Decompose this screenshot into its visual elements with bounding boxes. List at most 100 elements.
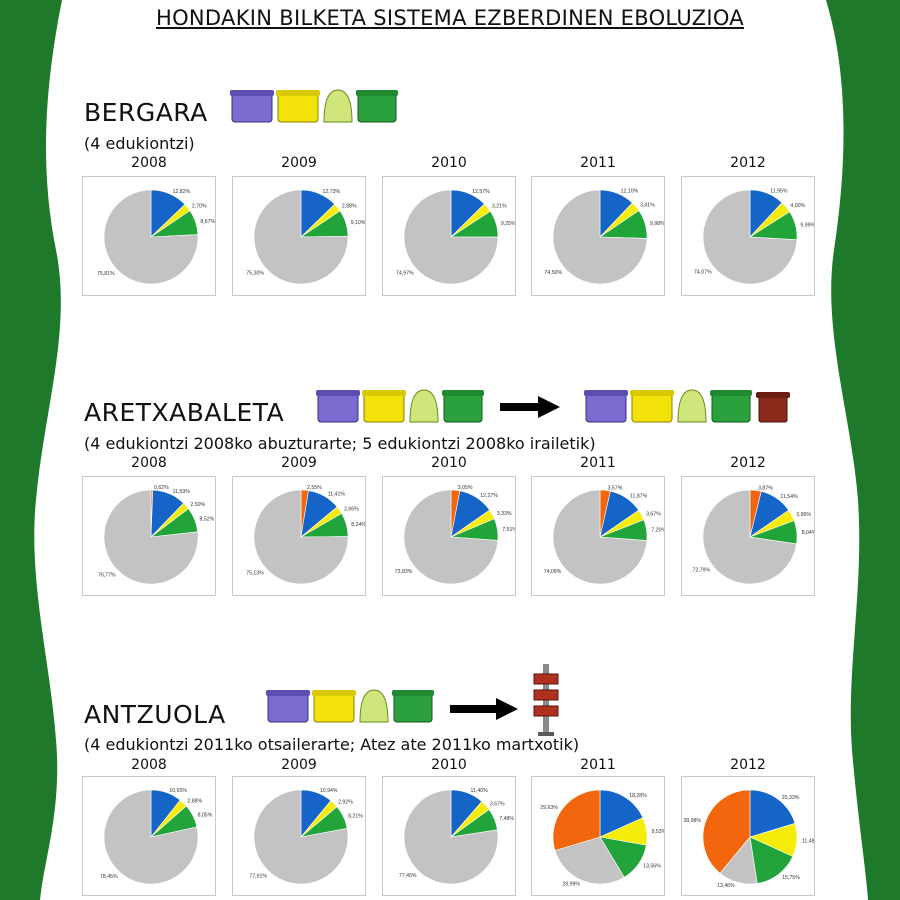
yellow-container-icon	[276, 90, 320, 123]
data-label: 2,55%	[307, 485, 322, 491]
pie-chart-antzuola-2010: 11,40% 3,67% 7,48% 77,45%	[382, 776, 516, 896]
year-label: 2012	[730, 757, 766, 773]
pie-chart-aretxabaleta-2010: 3,05% 12,27% 3,33% 7,51% 73,83%	[382, 476, 516, 596]
data-label: 8,52%	[200, 517, 215, 523]
glass-igloo-icon	[409, 389, 439, 423]
pie-slice-gray	[702, 489, 797, 585]
data-label: 20,33%	[782, 795, 800, 801]
pie-chart-aretxabaleta-2008: 0,62% 11,59% 2,50% 8,52% 76,77%	[82, 476, 216, 596]
data-label: 12,73%	[323, 189, 341, 195]
data-label: 73,83%	[395, 569, 413, 575]
purple-container-icon	[266, 690, 310, 723]
year-label: 2008	[131, 757, 167, 773]
data-label: 3,05%	[458, 485, 473, 491]
green-container-icon	[442, 390, 484, 423]
door-to-door-post-icon	[533, 664, 559, 736]
year-label: 2009	[281, 455, 317, 471]
glass-igloo-icon	[323, 89, 353, 123]
arrow-icon	[450, 698, 518, 720]
data-label: 74,07%	[694, 269, 712, 275]
pie-chart-antzuola-2009: 10,94% 2,92% 8,21% 77,91%	[232, 776, 366, 896]
data-label: 11,54%	[780, 494, 798, 500]
year-label: 2010	[431, 455, 467, 471]
data-label: 3,41%	[640, 203, 655, 209]
data-label: 3,67%	[490, 801, 505, 807]
data-label: 75,13%	[246, 571, 264, 577]
data-label: 9,98%	[650, 221, 664, 227]
brown-bin-icon	[756, 392, 790, 423]
pie-chart-bergara-2011: 12,10% 3,41% 9,98% 74,50%	[531, 176, 665, 296]
data-label: 76,77%	[98, 572, 116, 578]
pie-chart-aretxabaleta-2011: 3,57% 11,87% 3,67% 7,20% 74,09%	[531, 476, 665, 596]
year-label: 2009	[281, 757, 317, 773]
year-label: 2012	[730, 455, 766, 471]
data-label: 2,70%	[192, 204, 207, 210]
data-label: 9,53%	[652, 829, 664, 835]
data-label: 11,95%	[770, 189, 788, 195]
pie-svg: 3,05% 12,27% 3,33% 7,51% 73,83%	[395, 485, 515, 585]
year-label: 2010	[431, 155, 467, 171]
pie-slice-gray	[403, 789, 499, 885]
pie-slice-green	[749, 836, 794, 884]
data-label: 72,79%	[692, 568, 710, 574]
green-container-icon	[356, 90, 398, 123]
green-container-icon	[710, 390, 752, 423]
data-label: 29,63%	[540, 805, 558, 811]
data-label: 7,48%	[499, 816, 514, 822]
pie-slice-gray	[253, 489, 349, 585]
pie-svg: 20,33% 11,48% 15,75% 13,46% 38,98%	[683, 789, 814, 889]
data-label: 3,87%	[758, 485, 773, 491]
pie-slice-gray	[103, 789, 199, 885]
data-label: 78,45%	[100, 874, 118, 880]
data-label: 74,97%	[396, 270, 414, 276]
year-label: 2011	[580, 155, 616, 171]
data-label: 8,24%	[351, 522, 365, 528]
yellow-container-icon	[312, 690, 356, 723]
pie-svg: 11,40% 3,67% 7,48% 77,45%	[399, 788, 514, 885]
data-label: 74,50%	[544, 270, 562, 276]
data-label: 11,87%	[630, 494, 648, 500]
container-set-aretxabaleta-before	[316, 389, 484, 423]
pie-slice-gray	[103, 489, 199, 585]
data-label: 12,27%	[480, 493, 498, 499]
data-label: 3,33%	[497, 511, 512, 517]
data-label: 38,98%	[683, 818, 701, 824]
data-label: 9,25%	[501, 221, 515, 227]
pie-chart-bergara-2010: 12,57% 3,21% 9,25% 74,97%	[382, 176, 516, 296]
data-label: 2,88%	[187, 799, 202, 805]
glass-igloo-icon	[677, 389, 707, 423]
data-label: 7,20%	[651, 528, 664, 534]
data-label: 4,00%	[790, 203, 805, 209]
pie-slice-blue	[749, 789, 796, 838]
data-label: 10,94%	[320, 788, 338, 794]
pie-chart-antzuola-2011: 18,28% 9,53% 13,56% 28,99% 29,63%	[531, 776, 665, 896]
pie-svg: 3,87% 11,54% 3,96% 8,04% 72,79%	[692, 485, 814, 585]
pie-svg: 18,28% 9,53% 13,56% 28,99% 29,63%	[540, 789, 664, 888]
data-label: 11,48%	[802, 838, 814, 844]
container-set-bergara	[230, 89, 398, 123]
pie-chart-bergara-2012: 11,95% 4,00% 9,99% 74,07%	[681, 176, 815, 296]
purple-container-icon	[230, 90, 274, 123]
year-label: 2011	[580, 757, 616, 773]
pie-slice-gray	[552, 489, 648, 585]
data-label: 7,51%	[502, 527, 515, 533]
town-name-antzuola: ANTZUOLA	[84, 700, 226, 729]
data-label: 12,57%	[472, 189, 490, 195]
data-label: 8,05%	[198, 812, 213, 818]
data-label: 10,65%	[169, 788, 187, 794]
data-label: 74,09%	[544, 569, 562, 575]
data-label: 11,59%	[173, 489, 191, 495]
data-label: 9,99%	[800, 222, 814, 228]
data-label: 18,28%	[629, 793, 647, 799]
pie-chart-bergara-2009: 12,73% 2,88% 9,10% 75,30%	[232, 176, 366, 296]
pie-svg: 2,55% 11,41% 2,66% 8,24% 75,13%	[246, 485, 365, 585]
pie-svg: 10,65%2,88% 8,05% 78,45%	[100, 788, 213, 885]
pie-slice-orange	[552, 789, 601, 851]
pie-chart-aretxabaleta-2009: 2,55% 11,41% 2,66% 8,24% 75,13%	[232, 476, 366, 596]
data-label: 75,30%	[246, 271, 264, 277]
town-subtitle-antzuola: (4 edukiontzi 2011ko otsailerarte; Atez …	[84, 735, 580, 754]
data-label: 2,50%	[190, 502, 205, 508]
pie-chart-aretxabaleta-2012: 3,87% 11,54% 3,96% 8,04% 72,79%	[681, 476, 815, 596]
data-label: 13,56%	[643, 863, 661, 869]
